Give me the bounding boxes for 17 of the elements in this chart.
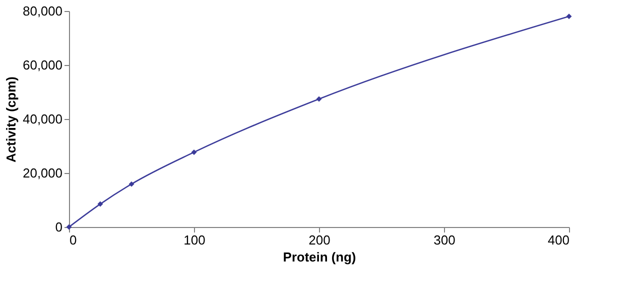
y-tick-label: 80,000	[22, 4, 62, 18]
point	[191, 149, 197, 155]
y-tick-label: 0	[55, 220, 62, 234]
x-axis-title: Protein (ng)	[283, 250, 356, 264]
x-tick-label: 100	[184, 232, 206, 248]
x-tick-label: 200	[308, 232, 330, 248]
y-tick-label: 20,000	[22, 166, 62, 180]
x-tick-label: 400	[548, 232, 570, 248]
y-tick-label: 40,000	[22, 112, 62, 126]
point	[316, 96, 322, 102]
y-tick-label: 60,000	[22, 58, 62, 72]
y-axis-title: Activity (cpm)	[4, 76, 19, 162]
point	[128, 181, 134, 187]
point	[566, 14, 572, 20]
point	[98, 201, 103, 207]
x-tick-label: 300	[434, 232, 456, 248]
x-tick-label: 0	[70, 232, 77, 248]
